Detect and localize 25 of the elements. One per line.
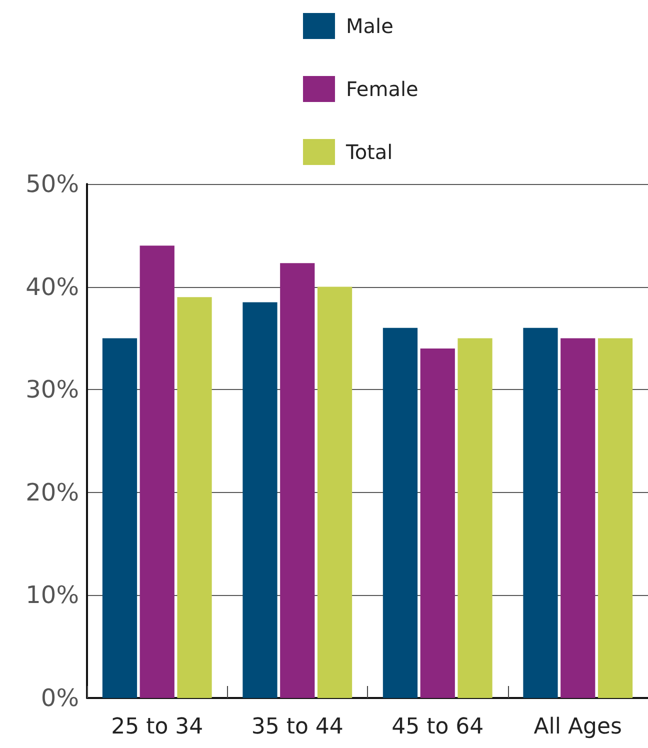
bar [140,246,174,698]
legend-label: Total [345,140,393,164]
legend-label: Female [346,77,418,101]
x-tick-label: 45 to 64 [392,714,484,740]
y-tick-label: 30% [26,376,79,404]
bar [458,338,492,698]
y-tick-label: 50% [26,170,79,198]
x-tick-label: All Ages [534,714,622,740]
bar [420,348,455,698]
legend-label: Male [346,14,394,38]
x-tick-label: 35 to 44 [251,714,344,740]
bar [560,338,596,698]
bar [280,263,315,698]
bar [317,286,352,698]
bar [382,328,418,698]
y-tick-label: 40% [26,272,79,301]
y-tick-label: 0% [40,684,79,712]
y-tick-label: 20% [26,478,79,506]
y-tick-label: 10% [26,581,79,610]
bar [177,297,212,698]
bar [242,302,278,698]
x-tick-label: 25 to 34 [111,714,204,740]
bar [598,338,633,698]
bar [523,328,558,698]
bar [102,338,138,698]
